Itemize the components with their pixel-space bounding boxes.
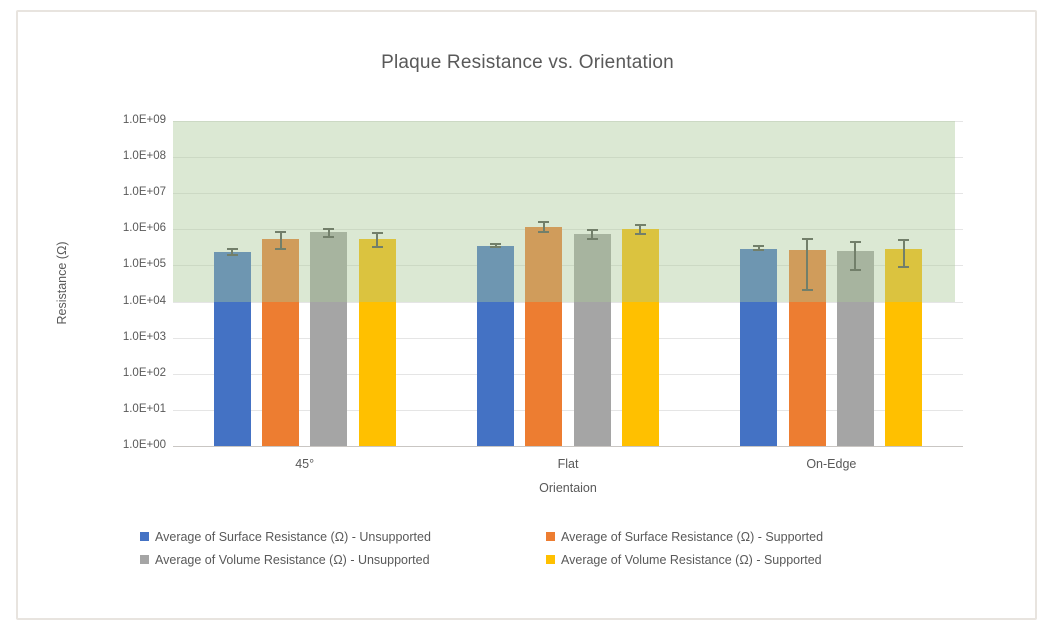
error-bar-cap — [538, 230, 550, 233]
bar-series0-0 — [213, 251, 251, 446]
legend-color-swatch — [546, 532, 555, 541]
legend: Average of Surface Resistance (Ω) - Unsu… — [0, 523, 1055, 573]
error-bar-cap — [226, 253, 238, 256]
error-bar — [494, 244, 497, 248]
error-bar-cap — [753, 249, 765, 252]
y-axis-title: Resistance (Ω) — [55, 241, 69, 325]
y-tick-label: 1.0E+08 — [122, 150, 166, 163]
error-bar-cap — [275, 247, 287, 250]
legend-item: Average of Volume Resistance (Ω) - Suppo… — [546, 548, 822, 571]
error-bar-cap — [490, 243, 502, 246]
category-label: On-Edge — [806, 457, 857, 471]
gridline — [173, 193, 963, 195]
bar-series0-1 — [477, 245, 515, 446]
error-bar-cap — [801, 288, 813, 291]
gridline — [173, 121, 963, 122]
error-bar-cap — [634, 233, 646, 236]
error-bar-cap — [586, 237, 598, 240]
error-bar-cap — [323, 235, 335, 238]
chart-title: Plaque Resistance vs. Orientation — [381, 52, 674, 73]
gridline — [173, 157, 963, 159]
error-bar-cap — [275, 230, 287, 233]
bar-series2-1 — [573, 233, 611, 446]
error-bar-cap — [323, 227, 335, 230]
error-bar-cap — [371, 231, 383, 234]
error-bar-cap — [586, 228, 598, 231]
error-bar — [902, 239, 905, 268]
error-bar-cap — [371, 245, 383, 248]
gridline — [173, 409, 963, 411]
error-bar-cap — [898, 238, 910, 241]
y-tick-label: 1.0E+01 — [122, 402, 166, 415]
error-bar-cap — [849, 268, 861, 271]
legend-label: Average of Surface Resistance (Ω) - Supp… — [561, 529, 824, 544]
bar-series2-0 — [310, 232, 348, 446]
legend-item: Average of Volume Resistance (Ω) - Unsup… — [140, 548, 430, 571]
bar-series3-2 — [885, 248, 923, 446]
legend-item: Average of Surface Resistance (Ω) - Supp… — [546, 525, 823, 548]
error-bar-cap — [634, 223, 646, 226]
bar-series1-1 — [525, 226, 563, 446]
bar-series3-0 — [358, 238, 396, 446]
error-bar — [327, 228, 330, 237]
x-axis-title: Orientaion — [539, 481, 597, 495]
y-tick-label: 1.0E+05 — [122, 258, 166, 271]
error-bar-cap — [801, 237, 813, 240]
x-axis-line — [173, 446, 963, 447]
bar-series0-2 — [740, 248, 778, 446]
legend-color-swatch — [140, 555, 149, 564]
category-label: 45° — [295, 457, 315, 471]
error-bar — [757, 246, 760, 251]
gridline — [173, 229, 963, 231]
gridline — [173, 265, 963, 267]
bar-series2-2 — [836, 251, 874, 446]
y-tick-label: 1.0E+04 — [122, 294, 166, 307]
gridline — [173, 337, 963, 339]
error-bar-cap — [849, 240, 861, 243]
legend-item: Average of Surface Resistance (Ω) - Unsu… — [140, 525, 431, 548]
error-bar — [639, 224, 642, 235]
y-tick-label: 1.0E+07 — [122, 186, 166, 199]
category-label: Flat — [557, 457, 579, 471]
error-bar-cap — [490, 246, 502, 249]
legend-color-swatch — [546, 555, 555, 564]
error-bar-cap — [538, 220, 550, 223]
error-bar — [542, 221, 545, 232]
error-bar — [854, 241, 857, 270]
error-bar — [279, 231, 282, 249]
legend-label: Average of Surface Resistance (Ω) - Unsu… — [155, 529, 431, 544]
legend-color-swatch — [140, 532, 149, 541]
error-bar — [591, 229, 594, 239]
y-tick-label: 1.0E+00 — [122, 439, 166, 451]
error-bar — [376, 232, 379, 247]
gridline — [173, 373, 963, 375]
legend-label: Average of Volume Resistance (Ω) - Unsup… — [155, 552, 430, 567]
error-bar — [231, 248, 234, 255]
y-tick-label: 1.0E+02 — [122, 366, 166, 379]
y-tick-label: 1.0E+06 — [122, 222, 166, 235]
error-bar — [806, 238, 809, 290]
y-tick-label: 1.0E+09 — [122, 114, 166, 126]
legend-label: Average of Volume Resistance (Ω) - Suppo… — [561, 552, 822, 567]
plot-area: 45° Flat On-Edge — [173, 121, 963, 471]
error-bar-cap — [753, 245, 765, 248]
error-bar-cap — [898, 266, 910, 269]
bar-series1-0 — [262, 238, 300, 446]
error-bar-cap — [226, 247, 238, 250]
gridline — [173, 301, 963, 303]
bar-series3-1 — [621, 229, 659, 446]
y-tick-label: 1.0E+03 — [122, 330, 166, 343]
